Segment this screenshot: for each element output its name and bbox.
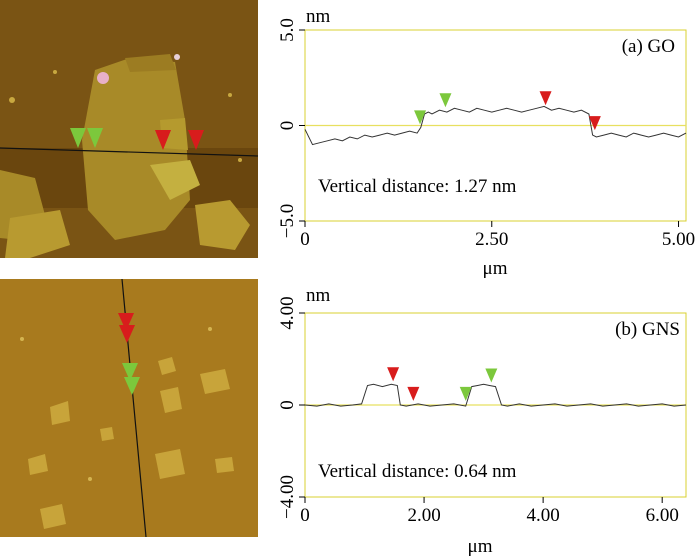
cursor-marker-green-icon	[414, 110, 427, 125]
plot-layer: 4.000−4.00 0 2.00 4.00 6.00	[277, 296, 687, 526]
afm-gns-marker-red-icon	[118, 313, 134, 331]
y-tick-label: 4.00	[277, 296, 298, 329]
afm-gns-marker-red-icon	[119, 325, 135, 343]
cursor-marker-red-icon	[588, 116, 601, 131]
y-unit-label: nm	[306, 6, 331, 27]
afm-go-particle	[53, 70, 57, 74]
panel-label: (b) GNS	[615, 319, 680, 340]
afm-go-marker-red-icon	[155, 130, 171, 150]
x-tick-label: 5.00	[662, 229, 695, 250]
afm-go-marker-green-icon	[70, 128, 86, 148]
afm-go-flake-main	[82, 58, 190, 240]
afm-go-flake-bright	[150, 160, 200, 200]
afm-go-pink-spot	[97, 72, 109, 84]
afm-image-gns	[0, 279, 258, 537]
afm-go-marker-green-icon	[87, 128, 103, 148]
cursor-marker-green-icon	[459, 386, 472, 401]
afm-gns-marker-green-icon	[122, 363, 138, 381]
afm-gns-particle	[20, 337, 24, 341]
cursor-marker-red-icon	[387, 367, 400, 382]
annotation: Vertical distance: 0.64 nm	[318, 461, 517, 482]
x-tick-label: 2.50	[475, 229, 508, 250]
afm-go-flake-top	[125, 54, 176, 72]
height-profile-line	[304, 105, 687, 146]
afm-go-particle	[9, 97, 15, 103]
afm-gns-flake	[160, 387, 182, 413]
afm-go-flake-bottom-right	[195, 200, 250, 250]
afm-gns-flake	[40, 504, 66, 529]
profile-chart-gns: nm (b) GNS Vertical distance: 0.64 nm μm…	[277, 285, 687, 557]
plot-layer: 5.00−5.00 2.50 5.00	[277, 18, 695, 250]
x-tick-label: 4.00	[527, 505, 560, 526]
y-tick-label: 0	[277, 400, 298, 410]
y-tick-label: −5.0	[277, 204, 298, 238]
afm-image-go	[0, 0, 258, 258]
height-profile-line	[304, 383, 687, 407]
x-tick-label: 6.00	[646, 505, 679, 526]
cursor-marker-red-icon	[539, 91, 552, 106]
y-tick-label: 0	[277, 121, 298, 131]
afm-go-particle	[238, 158, 242, 162]
x-tick-label: 0	[300, 505, 310, 526]
cursor-marker-green-icon	[439, 93, 452, 108]
profile-chart-go: nm (a) GO Vertical distance: 1.27 nm μm …	[277, 6, 695, 279]
afm-go-spot	[174, 54, 180, 60]
afm-gns-flake	[200, 369, 230, 394]
y-tick-label: −4.00	[277, 475, 298, 519]
afm-go-marker-red-icon	[188, 130, 204, 150]
afm-go-scan-line	[0, 147, 258, 157]
afm-go-flake-mid	[160, 118, 188, 150]
afm-gns-marker-green-icon	[124, 377, 140, 395]
cursor-marker-green-icon	[485, 368, 498, 383]
y-unit-label: nm	[306, 285, 331, 306]
x-tick-label: 2.00	[407, 505, 440, 526]
annotation: Vertical distance: 1.27 nm	[318, 176, 517, 197]
x-axis-label: μm	[483, 258, 508, 279]
afm-gns-particle	[208, 327, 212, 331]
panel-label: (a) GO	[622, 36, 675, 57]
afm-gns-flake	[215, 457, 234, 473]
afm-gns-flake	[158, 357, 176, 375]
afm-gns-flake	[50, 401, 70, 425]
y-tick-label: 5.0	[277, 18, 298, 42]
afm-gns-particle	[88, 477, 92, 481]
afm-go-flake-bottom-left	[5, 210, 70, 258]
afm-go-particle	[228, 93, 232, 97]
x-tick-label: 0	[300, 229, 310, 250]
afm-gns-flake	[28, 454, 48, 475]
x-axis-label: μm	[468, 536, 493, 557]
afm-gns-flake	[100, 427, 114, 441]
afm-gns-flake	[155, 449, 185, 479]
cursor-marker-red-icon	[407, 386, 420, 401]
